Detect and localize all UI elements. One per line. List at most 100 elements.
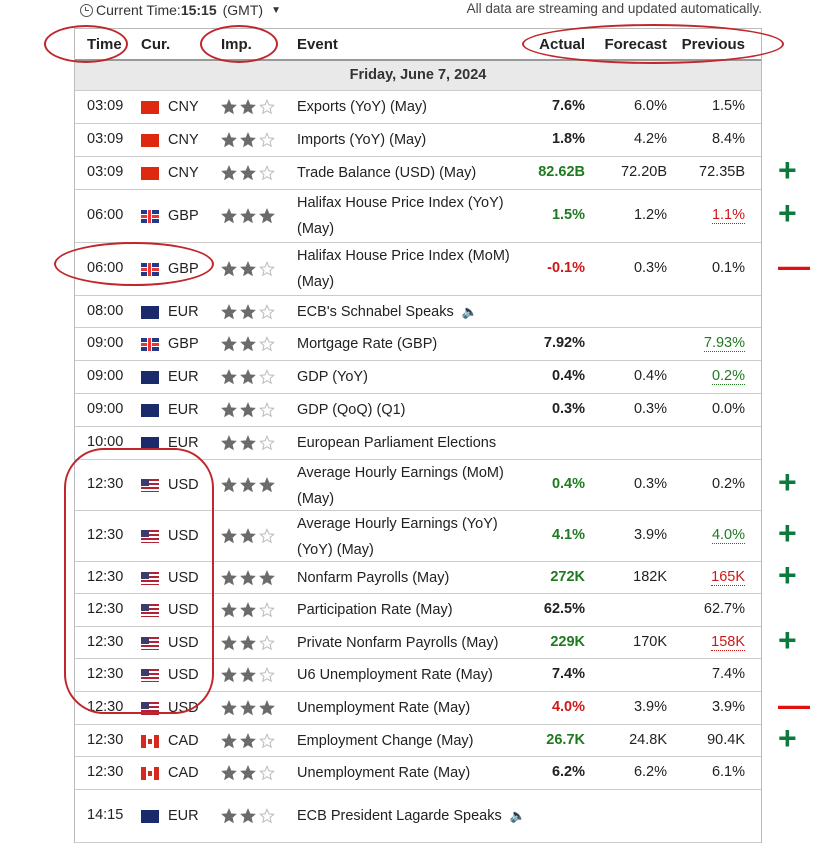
event-link[interactable]: Nonfarm Payrolls (May) — [297, 569, 450, 586]
event-link[interactable]: Mortgage Rate (GBP) — [297, 336, 438, 352]
table-row[interactable]: 08:00 EUR ECB's Schnabel Speaks 🔈 — [75, 296, 761, 328]
currency-code: USD — [168, 528, 199, 544]
table-row[interactable]: 12:30 USD U6 Unemployment Rate (May) 7.4… — [75, 659, 761, 692]
event-link[interactable]: Halifax House Price Index (YoY) (May) — [297, 195, 504, 237]
star-filled-icon — [240, 99, 256, 119]
event-link[interactable]: GDP (YoY) — [297, 369, 368, 385]
event-link[interactable]: ECB President Lagarde Speaks — [297, 808, 502, 824]
event-name[interactable]: Halifax House Price Index (YoY) (May) — [297, 190, 527, 242]
event-name[interactable]: European Parliament Elections — [297, 430, 527, 456]
event-link[interactable]: Average Hourly Earnings (MoM) (May) — [297, 465, 504, 507]
speaker-icon[interactable]: 🔈 — [461, 303, 478, 319]
event-link[interactable]: Unemployment Rate (May) — [297, 765, 471, 781]
event-link[interactable]: ECB's Schnabel Speaks — [297, 303, 454, 320]
forecast-value: 3.9% — [633, 527, 667, 543]
event-name[interactable]: Trade Balance (USD) (May) — [297, 160, 527, 186]
forecast-value: 3.9% — [633, 699, 667, 715]
table-row[interactable]: 09:00 EUR GDP (YoY) 0.4% 0.4% 0.2% — [75, 361, 761, 394]
event-link[interactable]: Participation Rate (May) — [297, 602, 453, 618]
event-name[interactable]: Imports (YoY) (May) — [297, 127, 527, 153]
importance-stars — [221, 303, 275, 324]
table-row[interactable]: 10:00 EUR European Parliament Elections — [75, 427, 761, 460]
flag-eu-icon — [141, 437, 159, 450]
star-filled-icon — [221, 369, 237, 389]
table-row[interactable]: 03:09 CNY Imports (YoY) (May) 1.8% 4.2% … — [75, 124, 761, 157]
table-row[interactable]: 12:30 USD Private Nonfarm Payrolls (May)… — [75, 627, 761, 659]
event-name[interactable]: Participation Rate (May) — [297, 597, 527, 623]
event-link[interactable]: Exports (YoY) (May) — [297, 99, 427, 115]
event-name[interactable]: ECB's Schnabel Speaks 🔈 — [297, 299, 527, 325]
plus-mark-icon: + — [778, 515, 797, 551]
table-row[interactable]: 06:00 GBP Halifax House Price Index (YoY… — [75, 190, 761, 243]
table-row[interactable]: 09:00 EUR GDP (QoQ) (Q1) 0.3% 0.3% 0.0% — [75, 394, 761, 427]
event-name[interactable]: Average Hourly Earnings (YoY) (YoY) (May… — [297, 511, 527, 563]
event-name[interactable]: U6 Unemployment Rate (May) — [297, 662, 527, 688]
column-header-previous[interactable]: Previous — [681, 36, 745, 53]
column-header-forecast[interactable]: Forecast — [604, 36, 667, 53]
importance-stars — [221, 700, 275, 720]
column-header-importance[interactable]: Imp. — [221, 36, 252, 53]
event-name[interactable]: Average Hourly Earnings (MoM) (May) — [297, 460, 527, 512]
column-header-event[interactable]: Event — [297, 36, 338, 53]
table-header: Time Cur. Imp. Event Actual Forecast Pre… — [75, 28, 761, 61]
event-time: 14:15 — [87, 807, 124, 823]
actual-value: 7.4% — [551, 666, 585, 682]
event-link[interactable]: Average Hourly Earnings (YoY) (YoY) (May… — [297, 516, 498, 558]
event-link[interactable]: Private Nonfarm Payrolls (May) — [297, 634, 499, 651]
star-filled-icon — [221, 765, 237, 785]
event-name[interactable]: Mortgage Rate (GBP) — [297, 331, 527, 357]
chevron-down-icon[interactable]: ▼ — [271, 4, 281, 16]
current-time-selector[interactable]: Current Time: 15:15 (GMT) ▼ — [80, 2, 281, 18]
table-row[interactable]: 12:30 USD Average Hourly Earnings (MoM) … — [75, 460, 761, 511]
table-row[interactable]: 12:30 USD Average Hourly Earnings (YoY) … — [75, 511, 761, 562]
event-link[interactable]: Trade Balance (USD) (May) — [297, 165, 477, 181]
actual-value: 0.4% — [551, 476, 585, 492]
column-header-actual[interactable]: Actual — [539, 36, 585, 53]
currency-code: CNY — [168, 99, 199, 115]
event-time: 09:00 — [87, 401, 124, 417]
event-name[interactable]: Exports (YoY) (May) — [297, 94, 527, 120]
column-header-currency[interactable]: Cur. — [141, 36, 171, 53]
star-filled-icon — [221, 99, 237, 119]
star-filled-icon — [240, 261, 256, 281]
table-row[interactable]: 12:30 USD Participation Rate (May) 62.5%… — [75, 594, 761, 627]
event-name[interactable]: Halifax House Price Index (MoM) (May) — [297, 243, 527, 295]
currency-code: USD — [168, 634, 199, 651]
table-row[interactable]: 06:00 GBP Halifax House Price Index (MoM… — [75, 243, 761, 296]
importance-stars — [221, 528, 275, 548]
event-name[interactable]: GDP (YoY) — [297, 364, 527, 390]
event-link[interactable]: Halifax House Price Index (MoM) (May) — [297, 248, 510, 290]
table-row[interactable]: 03:09 CNY Trade Balance (USD) (May) 82.6… — [75, 157, 761, 190]
event-name[interactable]: Private Nonfarm Payrolls (May) — [297, 630, 527, 656]
table-row[interactable]: 12:30 USD Nonfarm Payrolls (May) 272K 18… — [75, 562, 761, 594]
event-time: 03:09 — [87, 164, 124, 180]
event-name[interactable]: Unemployment Rate (May) — [297, 695, 527, 721]
event-link[interactable]: GDP (QoQ) (Q1) — [297, 402, 406, 418]
table-row[interactable]: 03:09 CNY Exports (YoY) (May) 7.6% 6.0% … — [75, 91, 761, 124]
event-name[interactable]: Unemployment Rate (May) — [297, 760, 527, 786]
event-time: 10:00 — [87, 434, 124, 450]
previous-value: 1.5% — [711, 98, 745, 114]
event-link[interactable]: European Parliament Elections — [297, 435, 497, 451]
event-link[interactable]: Unemployment Rate (May) — [297, 700, 471, 716]
current-time-label: Current Time: — [96, 2, 181, 18]
event-link[interactable]: U6 Unemployment Rate (May) — [297, 667, 493, 683]
table-row[interactable]: 09:00 GBP Mortgage Rate (GBP) 7.92% 7.93… — [75, 328, 761, 361]
table-row[interactable]: 12:30 CAD Unemployment Rate (May) 6.2% 6… — [75, 757, 761, 790]
event-name[interactable]: GDP (QoQ) (Q1) — [297, 397, 527, 423]
table-row[interactable]: 12:30 USD Unemployment Rate (May) 4.0% 3… — [75, 692, 761, 725]
event-link[interactable]: Imports (YoY) (May) — [297, 132, 427, 148]
importance-stars — [221, 132, 275, 152]
event-name[interactable]: Employment Change (May) — [297, 728, 527, 754]
importance-stars — [221, 336, 275, 356]
column-header-time[interactable]: Time — [87, 36, 122, 53]
currency-code: GBP — [168, 208, 199, 224]
table-row[interactable]: 12:30 CAD Employment Change (May) 26.7K … — [75, 725, 761, 757]
table-body: 03:09 CNY Exports (YoY) (May) 7.6% 6.0% … — [75, 91, 761, 843]
table-row[interactable]: 14:15 EUR ECB President Lagarde Speaks 🔈 — [75, 790, 761, 843]
star-filled-icon — [240, 569, 256, 590]
actual-value: 6.2% — [551, 764, 585, 780]
previous-value: 158K — [711, 633, 745, 651]
event-link[interactable]: Employment Change (May) — [297, 732, 474, 749]
event-name[interactable]: Nonfarm Payrolls (May) — [297, 565, 527, 591]
